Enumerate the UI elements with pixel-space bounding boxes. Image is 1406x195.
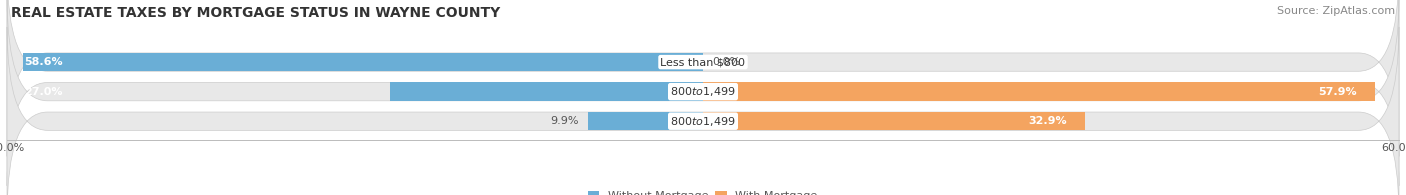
Bar (588, 112, 703, 130)
FancyBboxPatch shape (7, 0, 1399, 156)
Text: $800 to $1,499: $800 to $1,499 (671, 115, 735, 128)
FancyBboxPatch shape (7, 27, 1399, 195)
Text: 27.0%: 27.0% (24, 87, 63, 97)
Text: 9.9%: 9.9% (550, 116, 579, 126)
Text: 58.6%: 58.6% (24, 57, 63, 67)
Text: 57.9%: 57.9% (1319, 87, 1357, 97)
Text: 32.9%: 32.9% (1029, 116, 1067, 126)
Text: 0.0%: 0.0% (713, 57, 741, 67)
Legend: Without Mortgage, With Mortgage: Without Mortgage, With Mortgage (588, 191, 818, 195)
Bar (703, 82, 1375, 101)
FancyBboxPatch shape (7, 0, 1399, 186)
Bar (24, 53, 703, 71)
Text: REAL ESTATE TAXES BY MORTGAGE STATUS IN WAYNE COUNTY: REAL ESTATE TAXES BY MORTGAGE STATUS IN … (11, 6, 501, 20)
Bar (703, 112, 1084, 130)
Text: Less than $800: Less than $800 (661, 57, 745, 67)
Text: Source: ZipAtlas.com: Source: ZipAtlas.com (1277, 6, 1395, 16)
Text: $800 to $1,499: $800 to $1,499 (671, 85, 735, 98)
Bar (389, 82, 703, 101)
